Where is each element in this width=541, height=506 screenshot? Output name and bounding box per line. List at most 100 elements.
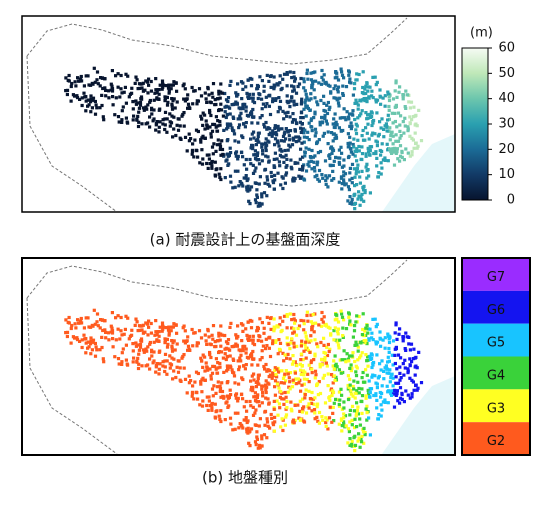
pixel: [251, 96, 255, 100]
pixel: [323, 355, 327, 360]
pixel: [119, 87, 123, 91]
pixel: [164, 326, 168, 330]
pixel: [244, 85, 248, 89]
pixel: [316, 419, 320, 423]
pixel: [136, 124, 141, 129]
pixel: [364, 111, 368, 115]
pixel: [163, 352, 168, 356]
pixel: [354, 122, 358, 126]
pixel: [100, 318, 105, 322]
pixel: [398, 386, 403, 390]
pixel: [366, 327, 370, 331]
pixel: [275, 367, 279, 371]
pixel: [346, 132, 350, 136]
pixel: [302, 77, 306, 81]
pixel: [250, 363, 254, 367]
pixel: [200, 136, 204, 140]
pixel: [300, 97, 304, 101]
pixel: [375, 164, 379, 168]
pixel: [328, 163, 332, 167]
pixel: [325, 103, 329, 107]
pixel: [310, 409, 314, 413]
pixel: [236, 154, 240, 158]
pixel: [205, 403, 209, 408]
pixel: [296, 403, 300, 407]
pixel: [332, 117, 336, 121]
pixel: [294, 333, 299, 337]
pixel: [311, 82, 315, 86]
pixel: [232, 374, 237, 378]
pixel: [276, 413, 280, 417]
pixel: [410, 150, 414, 154]
pixel: [136, 114, 140, 118]
pixel: [135, 117, 139, 121]
pixel: [316, 151, 320, 155]
pixel: [313, 96, 317, 100]
pixel: [155, 362, 159, 366]
pixel: [288, 138, 292, 142]
pixel: [175, 89, 179, 93]
pixel: [352, 87, 357, 91]
pixel: [372, 393, 376, 398]
pixel: [324, 420, 328, 425]
pixel: [320, 68, 324, 73]
pixel: [293, 403, 297, 407]
pixel: [398, 129, 402, 133]
pixel: [320, 173, 324, 177]
pixel: [150, 112, 154, 116]
pixel: [360, 333, 364, 337]
pixel: [218, 384, 222, 388]
pixel: [225, 364, 229, 368]
pixel: [266, 424, 270, 428]
pixel: [250, 77, 254, 81]
pixel: [206, 166, 210, 170]
pixel: [353, 207, 357, 211]
pixel: [356, 138, 360, 142]
pixel: [372, 118, 376, 123]
pixel: [318, 362, 322, 366]
pixel: [292, 75, 296, 79]
pixel: [223, 91, 227, 96]
pixel: [342, 318, 346, 322]
pixel: [353, 359, 357, 364]
pixel: [199, 138, 203, 142]
pixel: [225, 394, 230, 398]
pixel: [380, 408, 384, 412]
pixel: [273, 368, 277, 372]
pixel: [309, 313, 313, 317]
pixel: [157, 334, 161, 338]
pixel: [263, 367, 267, 371]
pixel: [398, 123, 402, 127]
pixel: [84, 95, 88, 99]
pixel: [340, 70, 344, 74]
pixel: [274, 339, 278, 343]
pixel: [387, 371, 391, 375]
pixel: [337, 104, 341, 108]
pixel: [190, 85, 194, 90]
pixel: [120, 120, 124, 124]
pixel: [261, 102, 265, 106]
pixel: [195, 391, 199, 395]
pixel: [355, 425, 359, 429]
pixel: [356, 405, 360, 409]
pixel: [353, 417, 357, 421]
pixel: [348, 319, 352, 323]
pixel: [214, 102, 218, 107]
pixel: [250, 132, 254, 136]
pixel: [346, 115, 351, 119]
pixel: [78, 339, 82, 343]
pixel: [224, 340, 229, 344]
pixel: [292, 380, 296, 384]
pixel: [280, 369, 284, 373]
pixel: [208, 353, 212, 357]
pixel: [251, 334, 255, 338]
pixel: [401, 362, 405, 366]
pixel: [148, 125, 152, 129]
pixel: [336, 88, 340, 92]
pixel: [379, 161, 383, 165]
pixel: [210, 333, 214, 337]
pixel: [215, 143, 219, 147]
pixel: [219, 324, 223, 328]
pixel: [140, 324, 144, 328]
pixel: [252, 378, 256, 382]
